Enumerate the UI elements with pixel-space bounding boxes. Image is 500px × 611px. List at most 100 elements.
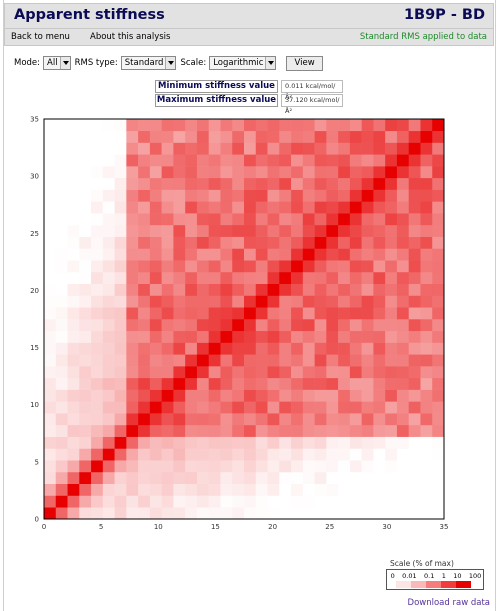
heatmap-cell [349, 471, 362, 484]
heatmap-cell [173, 283, 186, 296]
heatmap-cell [396, 224, 409, 237]
heatmap-cell [279, 236, 292, 249]
heatmap-cell [220, 436, 233, 449]
heatmap-cell [302, 507, 315, 520]
heatmap-cell [420, 224, 433, 237]
heatmap-cell [220, 177, 233, 190]
heatmap-cell [67, 354, 80, 367]
heatmap-cell [302, 401, 315, 414]
heatmap-cell [44, 201, 57, 214]
heatmap-cell [149, 377, 162, 390]
heatmap-cell [55, 354, 68, 367]
heatmap-cell [373, 189, 386, 202]
heatmap-cell [267, 436, 280, 449]
heatmap-cell [67, 236, 80, 249]
heatmap-cell [79, 166, 92, 179]
heatmap-cell [161, 260, 174, 273]
heatmap-cell [279, 177, 292, 190]
heatmap-cell [173, 201, 186, 214]
heatmap-cell [208, 154, 221, 167]
heatmap-cell [79, 366, 92, 379]
heatmap-cell [67, 295, 80, 308]
heatmap-cell [338, 330, 351, 343]
heatmap-cell [349, 260, 362, 273]
back-to-menu-link[interactable]: Back to menu [11, 32, 70, 42]
view-button[interactable]: View [286, 55, 323, 71]
heatmap-cell [208, 224, 221, 237]
heatmap-cell [396, 283, 409, 296]
rms-type-select[interactable]: Standard [120, 56, 177, 70]
about-analysis-link[interactable]: About this analysis [90, 32, 171, 42]
scale-select[interactable]: Logarithmic [209, 56, 277, 70]
heatmap-cell [44, 260, 57, 273]
heatmap-cell [173, 366, 186, 379]
heatmap-cell [114, 413, 127, 426]
heatmap-cell [349, 201, 362, 214]
heatmap-cell [138, 142, 151, 155]
heatmap-cell [185, 330, 198, 343]
heatmap-cell [79, 319, 92, 332]
mode-select[interactable]: All [43, 56, 71, 70]
heatmap-cell [267, 224, 280, 237]
heatmap-cell [126, 130, 139, 143]
heatmap-cell [267, 271, 280, 284]
heatmap-cell [114, 424, 127, 437]
heatmap-cell [349, 389, 362, 402]
heatmap-cell [208, 507, 221, 520]
heatmap-cell [91, 295, 104, 308]
heatmap-cell [102, 260, 115, 273]
heatmap-cell [196, 154, 209, 167]
heatmap-cell [302, 130, 315, 143]
heatmap-cell [208, 471, 221, 484]
heatmap-cell [267, 142, 280, 155]
heatmap-cell [432, 366, 445, 379]
heatmap-cell [79, 377, 92, 390]
heatmap-cell [385, 483, 398, 496]
max-stiffness-label: Maximum stiffness value [155, 94, 278, 107]
heatmap-cell [196, 271, 209, 284]
heatmap-cell [396, 401, 409, 414]
heatmap-cell [161, 401, 174, 414]
heatmap-cell [55, 119, 68, 132]
heatmap-cell [79, 271, 92, 284]
heatmap-cell [232, 483, 245, 496]
heatmap-cell [314, 319, 327, 332]
legend-box: 0 0.01 0.1 1 10 100 [386, 569, 484, 590]
y-tick-label: 20 [30, 287, 39, 295]
chevron-down-icon [59, 57, 70, 69]
heatmap-cell [126, 213, 139, 226]
download-raw-data-link[interactable]: Download raw data [407, 598, 490, 608]
heatmap-cell [114, 177, 127, 190]
heatmap-cell [255, 330, 268, 343]
heatmap-cell [314, 495, 327, 508]
heatmap-cell [267, 448, 280, 461]
heatmap-cell [185, 424, 198, 437]
heatmap-cell [349, 142, 362, 155]
heatmap-cell [126, 307, 139, 320]
heatmap-cell [255, 201, 268, 214]
heatmap-cell [385, 130, 398, 143]
heatmap-cell [385, 189, 398, 202]
heatmap-cell [349, 401, 362, 414]
heatmap-cell [396, 201, 409, 214]
heatmap-cell [196, 507, 209, 520]
heatmap-cell [79, 413, 92, 426]
heatmap-cell [149, 166, 162, 179]
heatmap-cell [138, 119, 151, 132]
heatmap-cell [185, 389, 198, 402]
heatmap-cell [232, 448, 245, 461]
heatmap-cell [91, 154, 104, 167]
heatmap-cell [349, 213, 362, 226]
heatmap-cell [326, 366, 339, 379]
heatmap-cell [173, 330, 186, 343]
heatmap-cell [196, 236, 209, 249]
heatmap-cell [44, 507, 57, 520]
heatmap-cell [420, 354, 433, 367]
heatmap-cell [244, 389, 257, 402]
min-stiffness-row: Minimum stiffness value 0.011 kcal/mol/Å… [155, 80, 343, 101]
heatmap-cell [408, 389, 421, 402]
heatmap-cell [326, 424, 339, 437]
heatmap-cell [255, 307, 268, 320]
heatmap-cell [44, 354, 57, 367]
